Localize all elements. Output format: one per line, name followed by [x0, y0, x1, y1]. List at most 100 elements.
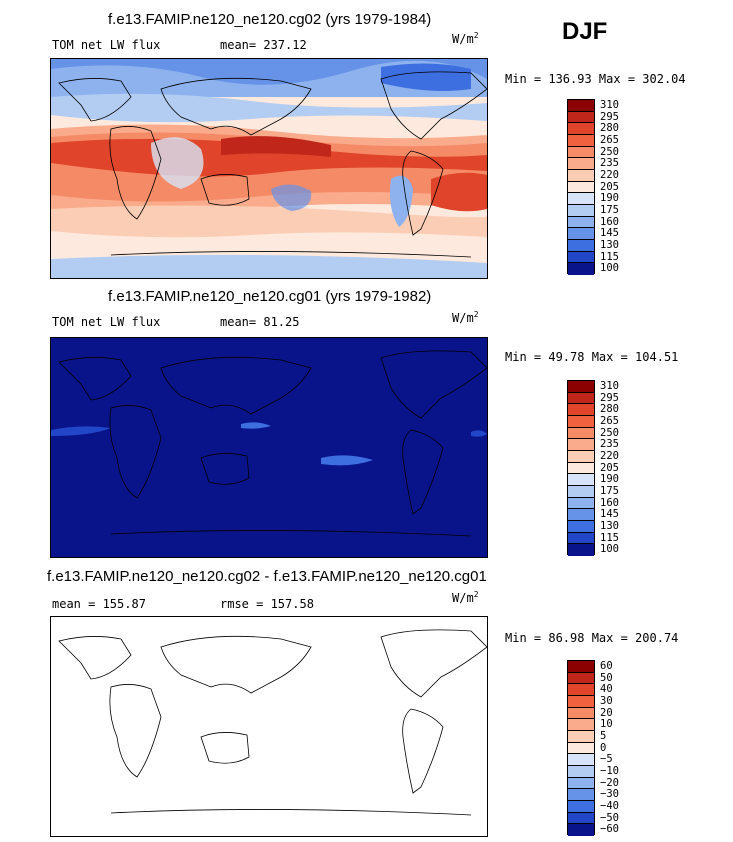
- colorbar-swatch: [568, 146, 594, 159]
- colorbar-swatch: [568, 181, 594, 194]
- colorbar-swatch: [568, 263, 594, 275]
- colorbar-swatch: [568, 216, 594, 229]
- colorbar-swatch: [568, 485, 594, 498]
- colorbar-tick-label: 115: [600, 250, 619, 263]
- colorbar-swatch: [568, 204, 594, 217]
- colorbar-tick-label: 175: [600, 203, 619, 216]
- colorbar-swatch: [568, 415, 594, 428]
- colorbar-swatch: [568, 392, 594, 405]
- colorbar-tick-label: 220: [600, 168, 619, 181]
- panel2-title: f.e13.FAMIP.ne120_ne120.cg01 (yrs 1979-1…: [108, 288, 432, 305]
- colorbar-swatch: [568, 381, 594, 393]
- panel3-title: f.e13.FAMIP.ne120_ne120.cg02 - f.e13.FAM…: [47, 568, 487, 585]
- colorbar-tick-label: 100: [600, 543, 619, 556]
- colorbar-swatch: [568, 100, 594, 112]
- colorbar-tick-label: 265: [600, 414, 619, 427]
- panel2-min-max: Min = 49.78 Max = 104.51: [505, 350, 679, 364]
- colorbar-swatch: [568, 730, 594, 743]
- colorbar-swatch: [568, 672, 594, 685]
- colorbar-tick-label: 100: [600, 262, 619, 275]
- colorbar-tick-label: 235: [600, 157, 619, 170]
- colorbar-tick-label: 60: [600, 659, 613, 672]
- colorbar-tick-label: 130: [600, 238, 619, 251]
- colorbar-swatch: [568, 719, 594, 731]
- panel2-left-label: TOM net LW flux: [52, 315, 161, 329]
- colorbar-swatch: [568, 824, 594, 836]
- panel1-mean-label: mean= 237.12: [220, 38, 307, 52]
- panel3-min-max: Min = 86.98 Max = 200.74: [505, 631, 679, 645]
- colorbar-tick-label: 205: [600, 461, 619, 474]
- panel1-min-max: Min = 136.93 Max = 302.04: [505, 72, 686, 86]
- panel1-unit: W/m2: [452, 31, 479, 46]
- colorbar-swatch: [568, 427, 594, 440]
- colorbar-swatch: [568, 754, 594, 766]
- colorbar-tick-label: −50: [600, 811, 619, 824]
- colorbar-tick-label: 20: [600, 706, 613, 719]
- colorbar-swatch: [568, 111, 594, 124]
- colorbar-swatch: [568, 134, 594, 147]
- colorbar-tick-label: 145: [600, 508, 619, 521]
- panel1-title: f.e13.FAMIP.ne120_ne120.cg02 (yrs 1979-1…: [108, 11, 432, 28]
- colorbar-tick-label: 145: [600, 227, 619, 240]
- colorbar-tick-label: 115: [600, 531, 619, 544]
- colorbar-tick-label: −30: [600, 788, 619, 801]
- colorbar-swatch: [568, 800, 594, 813]
- panel1-colorbar: [567, 99, 595, 275]
- colorbar-tick-label: 295: [600, 391, 619, 404]
- panel1-left-label: TOM net LW flux: [52, 38, 161, 52]
- colorbar-swatch: [568, 158, 594, 170]
- colorbar-swatch: [568, 404, 594, 416]
- panel3-mean-label: mean = 155.87: [52, 597, 146, 611]
- colorbar-tick-label: 250: [600, 426, 619, 439]
- panel1-map: [50, 58, 488, 279]
- colorbar-swatch: [568, 520, 594, 533]
- colorbar-swatch: [568, 765, 594, 778]
- colorbar-tick-label: 310: [600, 379, 619, 392]
- colorbar-tick-label: 160: [600, 215, 619, 228]
- colorbar-tick-label: 250: [600, 145, 619, 158]
- colorbar-tick-label: 205: [600, 180, 619, 193]
- colorbar-swatch: [568, 544, 594, 556]
- colorbar-tick-label: 295: [600, 110, 619, 123]
- colorbar-tick-label: 175: [600, 484, 619, 497]
- panel2-map: [50, 337, 488, 558]
- colorbar-tick-label: 265: [600, 133, 619, 146]
- colorbar-swatch: [568, 661, 594, 673]
- colorbar-swatch: [568, 777, 594, 790]
- colorbar-tick-label: −40: [600, 799, 619, 812]
- colorbar-swatch: [568, 532, 594, 545]
- colorbar-swatch: [568, 509, 594, 521]
- colorbar-tick-label: 30: [600, 694, 613, 707]
- colorbar-tick-label: 280: [600, 403, 619, 416]
- colorbar-swatch: [568, 789, 594, 801]
- colorbar-tick-label: 235: [600, 438, 619, 451]
- colorbar-swatch: [568, 462, 594, 475]
- colorbar-tick-label: 0: [600, 741, 607, 754]
- colorbar-swatch: [568, 812, 594, 825]
- colorbar-tick-label: 5: [600, 729, 607, 742]
- panel3-map: [50, 616, 488, 837]
- colorbar-swatch: [568, 474, 594, 486]
- colorbar-swatch: [568, 169, 594, 182]
- colorbar-tick-label: 10: [600, 718, 613, 731]
- colorbar-tick-label: 50: [600, 671, 613, 684]
- colorbar-swatch: [568, 450, 594, 463]
- colorbar-swatch: [568, 239, 594, 252]
- colorbar-swatch: [568, 684, 594, 696]
- colorbar-swatch: [568, 193, 594, 205]
- colorbar-swatch: [568, 695, 594, 708]
- colorbar-tick-label: −10: [600, 764, 619, 777]
- panel2-colorbar: [567, 380, 595, 556]
- colorbar-tick-label: 40: [600, 683, 613, 696]
- colorbar-tick-label: 310: [600, 98, 619, 111]
- colorbar-swatch: [568, 251, 594, 264]
- colorbar-swatch: [568, 707, 594, 720]
- colorbar-tick-label: 220: [600, 449, 619, 462]
- panel2-mean-label: mean= 81.25: [220, 315, 300, 329]
- panel3-rmse-label: rmse = 157.58: [220, 597, 314, 611]
- colorbar-swatch: [568, 228, 594, 240]
- panel1-field: [51, 59, 487, 278]
- colorbar-tick-label: 160: [600, 496, 619, 509]
- season-label: DJF: [562, 18, 608, 45]
- panel3-colorbar: [567, 660, 595, 836]
